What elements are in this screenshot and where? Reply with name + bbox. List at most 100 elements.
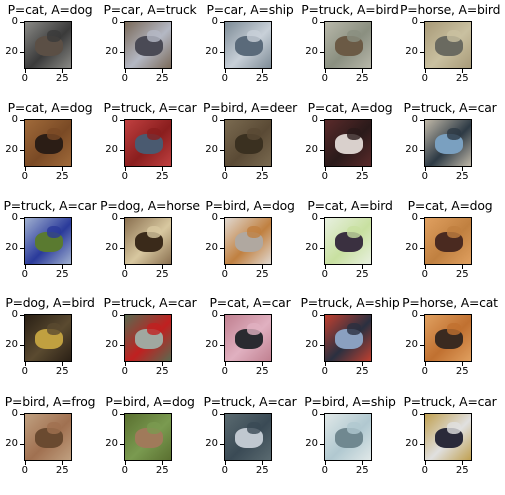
thumbnail-image — [25, 120, 71, 166]
image-highlight — [147, 30, 161, 42]
y-tick-mark — [420, 119, 424, 121]
y-tick-mark — [320, 247, 324, 249]
image-axes — [324, 314, 372, 362]
x-tick-mark — [162, 69, 164, 73]
y-tick-label: 0 — [11, 15, 18, 27]
image-axes — [24, 217, 72, 265]
y-tick-mark — [320, 344, 324, 346]
y-tick-label: 0 — [411, 211, 418, 223]
subplot-title: P=truck, A=car — [103, 295, 197, 310]
x-tick-label: 0 — [221, 73, 228, 84]
thumbnail-image — [425, 120, 471, 166]
subplot: P=truck, A=car 0 20 0 25 — [100, 296, 200, 391]
y-tick-label: 0 — [311, 211, 318, 223]
image-highlight — [447, 422, 461, 434]
y-tick-label: 20 — [205, 45, 218, 57]
x-tick-label: 25 — [355, 366, 369, 377]
x-tick-mark — [462, 265, 464, 269]
y-tick-label: 20 — [405, 45, 418, 57]
x-tick-mark — [262, 265, 264, 269]
y-tick-mark — [420, 217, 424, 219]
x-tick-mark — [162, 265, 164, 269]
y-tick-label: 0 — [111, 113, 118, 125]
image-axes — [224, 413, 272, 461]
image-highlight — [247, 128, 261, 140]
subplot-title: P=dog, A=horse — [100, 198, 200, 213]
subplot: P=car, A=ship 0 20 0 25 — [200, 3, 300, 98]
x-tick-label: 0 — [21, 366, 28, 377]
x-tick-mark — [424, 265, 426, 269]
y-tick-label: 0 — [211, 211, 218, 223]
image-highlight — [47, 128, 61, 140]
subplot: P=truck, A=bird 0 20 0 25 — [300, 3, 400, 98]
y-tick-label: 20 — [305, 241, 318, 253]
x-tick-mark — [462, 461, 464, 465]
image-axes — [224, 314, 272, 362]
x-tick-label: 25 — [55, 73, 69, 84]
y-tick-mark — [120, 51, 124, 53]
thumbnail-image — [25, 414, 71, 460]
y-tick-label: 20 — [305, 45, 318, 57]
y-tick-mark — [20, 344, 24, 346]
y-tick-label: 0 — [411, 407, 418, 419]
image-axes — [324, 217, 372, 265]
x-tick-mark — [162, 167, 164, 171]
y-tick-label: 20 — [105, 45, 118, 57]
x-tick-mark — [324, 461, 326, 465]
subplot-title: P=cat, A=bird — [307, 198, 393, 213]
y-tick-mark — [320, 443, 324, 445]
y-tick-label: 20 — [305, 143, 318, 155]
x-tick-mark — [62, 69, 64, 73]
x-tick-mark — [462, 362, 464, 366]
x-tick-mark — [24, 362, 26, 366]
subplot: P=truck, A=car 0 20 0 25 — [100, 101, 200, 196]
image-axes — [424, 217, 472, 265]
image-highlight — [147, 226, 161, 238]
subplot: P=cat, A=dog 0 20 0 25 — [0, 101, 100, 196]
y-tick-mark — [420, 149, 424, 151]
y-tick-label: 20 — [205, 338, 218, 350]
y-tick-label: 0 — [11, 113, 18, 125]
image-axes — [324, 21, 372, 69]
x-tick-mark — [262, 69, 264, 73]
y-tick-mark — [20, 247, 24, 249]
x-tick-label: 25 — [255, 366, 269, 377]
y-tick-mark — [120, 119, 124, 121]
subplot: P=cat, A=dog 0 20 0 25 — [300, 101, 400, 196]
image-axes — [324, 413, 372, 461]
image-highlight — [247, 226, 261, 238]
x-tick-label: 0 — [421, 269, 428, 280]
subplot-title: P=truck, A=car — [103, 100, 197, 115]
image-axes — [124, 314, 172, 362]
image-axes — [124, 21, 172, 69]
y-tick-label: 0 — [211, 15, 218, 27]
y-tick-label: 0 — [111, 407, 118, 419]
subplot: P=cat, A=bird 0 20 0 25 — [300, 199, 400, 294]
thumbnail-image — [425, 22, 471, 68]
y-tick-label: 20 — [205, 143, 218, 155]
subplot-title: P=bird, A=deer — [202, 100, 298, 115]
subplot: P=horse, A=bird 0 20 0 25 — [400, 3, 500, 98]
image-highlight — [447, 323, 461, 335]
image-highlight — [47, 422, 61, 434]
subplot: P=cat, A=car 0 20 0 25 — [200, 296, 300, 391]
subplot: P=bird, A=dog 0 20 0 25 — [100, 395, 200, 490]
thumbnail-image — [25, 218, 71, 264]
image-axes — [424, 21, 472, 69]
x-tick-mark — [362, 461, 364, 465]
y-tick-label: 0 — [111, 15, 118, 27]
subplot-title: P=car, A=ship — [206, 2, 294, 17]
x-tick-mark — [24, 167, 26, 171]
x-tick-label: 25 — [455, 465, 469, 476]
thumbnail-image — [325, 315, 371, 361]
x-tick-mark — [62, 167, 64, 171]
thumbnail-image — [425, 218, 471, 264]
x-tick-mark — [324, 265, 326, 269]
subplot-title: P=truck, A=car — [3, 198, 97, 213]
x-tick-mark — [24, 461, 26, 465]
x-tick-label: 25 — [155, 73, 169, 84]
image-highlight — [247, 323, 261, 335]
subplot: P=bird, A=frog 0 20 0 25 — [0, 395, 100, 490]
thumbnail-image — [125, 414, 171, 460]
y-tick-label: 0 — [311, 113, 318, 125]
